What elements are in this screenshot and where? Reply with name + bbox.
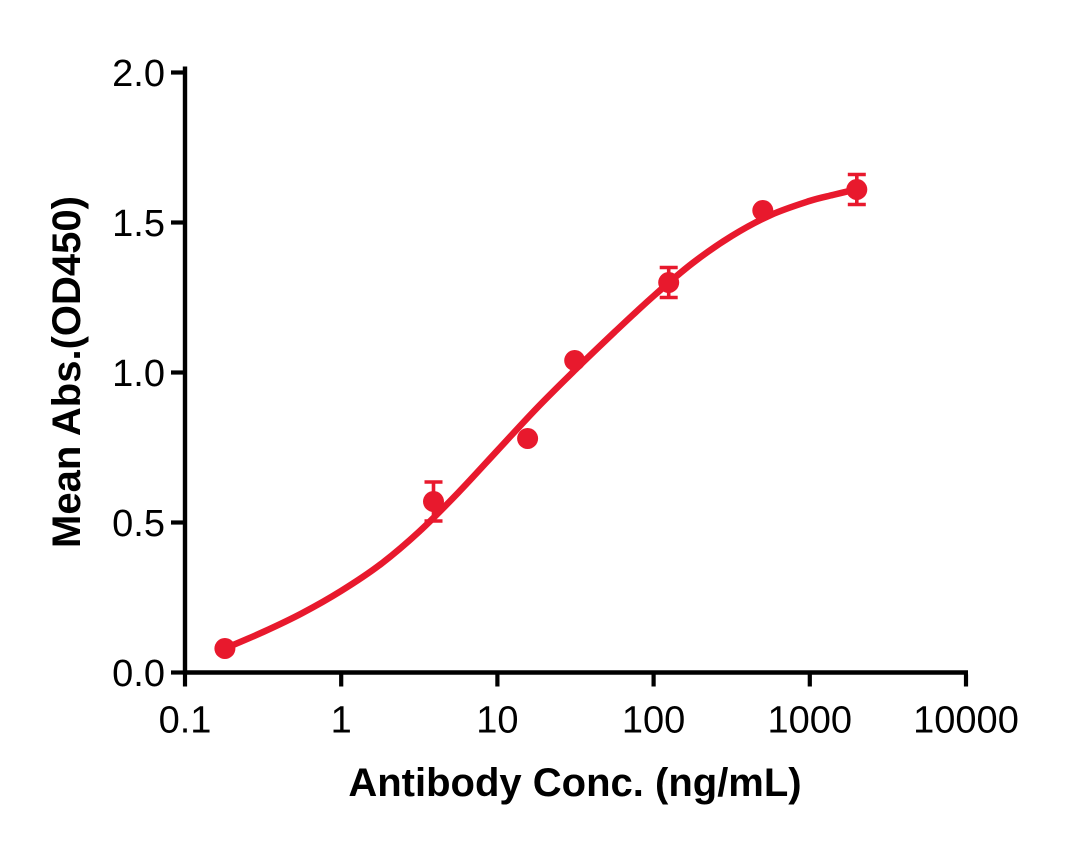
y-tick-label: 1.0 bbox=[112, 353, 165, 395]
series-layer bbox=[214, 172, 868, 659]
x-tick-label: 10000 bbox=[913, 700, 1019, 742]
y-tick-label: 1.5 bbox=[112, 203, 165, 245]
y-tick-label: 0.5 bbox=[112, 503, 165, 545]
data-point bbox=[564, 350, 586, 371]
axis-spine bbox=[182, 66, 968, 675]
data-point bbox=[423, 491, 444, 512]
y-tick-label: 2.0 bbox=[112, 53, 165, 95]
data-point bbox=[752, 200, 774, 221]
data-point bbox=[658, 272, 680, 293]
fit-curve bbox=[221, 186, 859, 652]
x-tick-label: 100 bbox=[622, 700, 685, 742]
x-tick-label: 0.1 bbox=[159, 700, 212, 742]
x-tick-label: 1 bbox=[331, 700, 352, 742]
data-point bbox=[517, 428, 539, 449]
x-tick-label: 1000 bbox=[768, 700, 853, 742]
x-axis-title: Antibody Conc. (ng/mL) bbox=[348, 761, 801, 805]
axes: 0.0 0.5 1.0 1.5 2.0 0.1 1 10 100 1000 10000 bbox=[112, 53, 1019, 742]
y-tick-label: 0.0 bbox=[112, 653, 165, 695]
x-tick-label: 10 bbox=[476, 700, 518, 742]
data-point bbox=[214, 638, 236, 659]
y-axis-title: Mean Abs.(OD450) bbox=[45, 196, 89, 548]
data-point bbox=[846, 179, 868, 200]
